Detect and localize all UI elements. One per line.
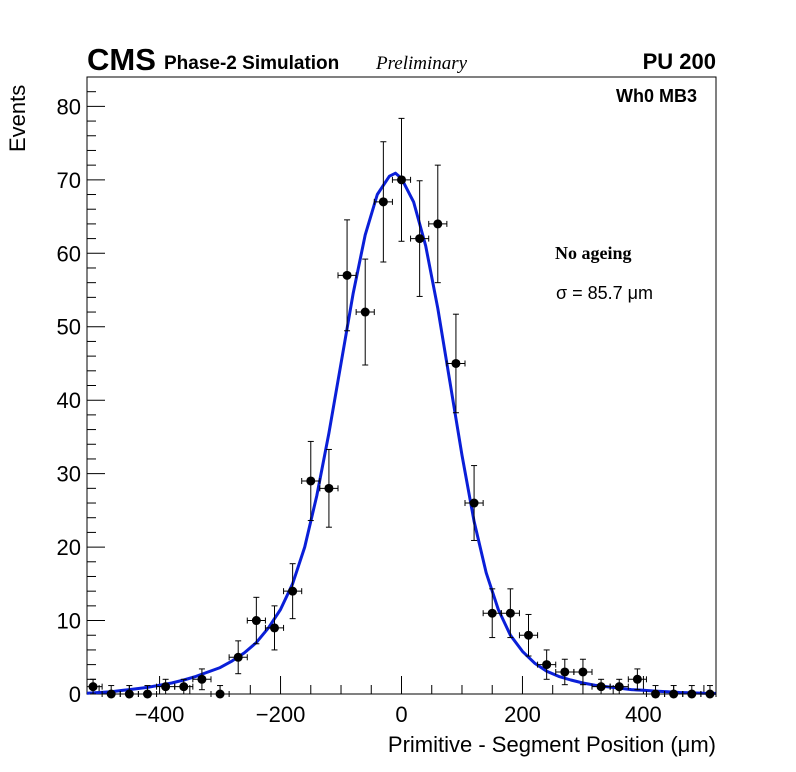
data-marker xyxy=(88,682,98,692)
data-marker xyxy=(306,476,316,486)
data-point xyxy=(537,649,557,680)
x-tick-label: 200 xyxy=(504,702,541,727)
data-marker xyxy=(578,667,588,677)
y-tick-label: 20 xyxy=(57,535,81,560)
data-point xyxy=(446,313,466,414)
data-point xyxy=(500,588,520,639)
data-marker xyxy=(142,689,152,699)
data-marker xyxy=(269,623,279,633)
data-marker xyxy=(106,689,116,699)
x-tick-label: −400 xyxy=(135,702,185,727)
data-marker xyxy=(251,616,261,626)
data-marker xyxy=(233,652,243,662)
data-point xyxy=(410,180,430,297)
data-marker xyxy=(505,608,515,618)
y-tick-label: 0 xyxy=(69,682,81,707)
data-marker xyxy=(215,689,225,699)
data-marker xyxy=(433,219,443,229)
data-point xyxy=(428,164,448,284)
data-marker xyxy=(651,689,661,699)
data-marker xyxy=(161,682,171,692)
data-point xyxy=(246,596,266,645)
data-point xyxy=(482,588,502,639)
data-marker xyxy=(705,689,715,699)
x-tick-label: 0 xyxy=(395,702,407,727)
cms-label: CMS xyxy=(87,42,156,77)
data-point xyxy=(228,640,248,675)
data-point xyxy=(573,658,593,686)
data-marker xyxy=(397,175,406,185)
data-marker xyxy=(542,660,552,670)
y-tick-label: 70 xyxy=(57,168,81,193)
data-marker xyxy=(378,197,388,207)
data-point xyxy=(627,668,647,691)
x-tick-label: −200 xyxy=(256,702,306,727)
data-point xyxy=(192,668,212,691)
data-marker xyxy=(614,682,624,692)
data-point xyxy=(210,685,230,699)
data-points-layer xyxy=(86,117,717,699)
data-marker xyxy=(687,689,697,699)
phase-label: Phase-2 Simulation xyxy=(164,53,339,74)
data-point xyxy=(591,678,611,695)
y-tick-label: 80 xyxy=(57,94,81,119)
data-point xyxy=(609,678,629,695)
y-tick-label: 10 xyxy=(57,609,81,634)
data-marker xyxy=(669,689,679,699)
data-marker xyxy=(451,358,461,368)
data-point xyxy=(301,440,321,522)
data-point xyxy=(264,605,285,651)
y-tick-label: 50 xyxy=(57,315,81,340)
data-point xyxy=(283,563,303,620)
data-marker xyxy=(469,498,479,508)
data-marker xyxy=(360,307,370,317)
data-marker xyxy=(197,674,207,684)
axis-ticks: 0 10 20 30 40 50 60 70 80 −400 −200 0 200 400 xyxy=(57,76,705,727)
data-point xyxy=(682,685,702,699)
data-marker xyxy=(342,270,352,280)
data-marker xyxy=(124,689,134,699)
data-marker xyxy=(560,667,570,677)
data-marker xyxy=(632,674,642,684)
data-point xyxy=(355,258,375,366)
data-point xyxy=(337,219,357,332)
data-point xyxy=(174,678,194,695)
data-marker xyxy=(487,608,497,618)
region-label: Wh0 MB3 xyxy=(616,86,697,106)
y-axis-title: Events xyxy=(5,85,30,152)
resolution-label: σ = 85.7 μm xyxy=(556,283,653,303)
data-point xyxy=(156,678,176,695)
x-tick-label: 400 xyxy=(625,702,662,727)
data-marker xyxy=(179,682,189,692)
data-point xyxy=(700,685,717,699)
y-tick-label: 60 xyxy=(57,241,81,266)
data-point xyxy=(464,465,484,541)
preliminary-label: Preliminary xyxy=(375,53,468,74)
x-axis-title: Primitive - Segment Position (μm) xyxy=(388,732,716,757)
data-marker xyxy=(324,483,334,493)
data-point xyxy=(518,613,539,657)
data-point xyxy=(391,117,412,242)
pileup-label: PU 200 xyxy=(643,49,716,74)
y-tick-label: 30 xyxy=(57,462,81,487)
y-tick-label: 40 xyxy=(57,388,81,413)
data-marker xyxy=(288,586,298,596)
data-marker xyxy=(596,682,606,692)
data-point xyxy=(137,685,158,699)
data-point xyxy=(319,448,339,528)
data-marker xyxy=(415,234,425,244)
data-point xyxy=(373,141,393,263)
condition-label: No ageing xyxy=(555,243,632,263)
data-marker xyxy=(524,630,534,640)
data-point xyxy=(86,678,103,695)
